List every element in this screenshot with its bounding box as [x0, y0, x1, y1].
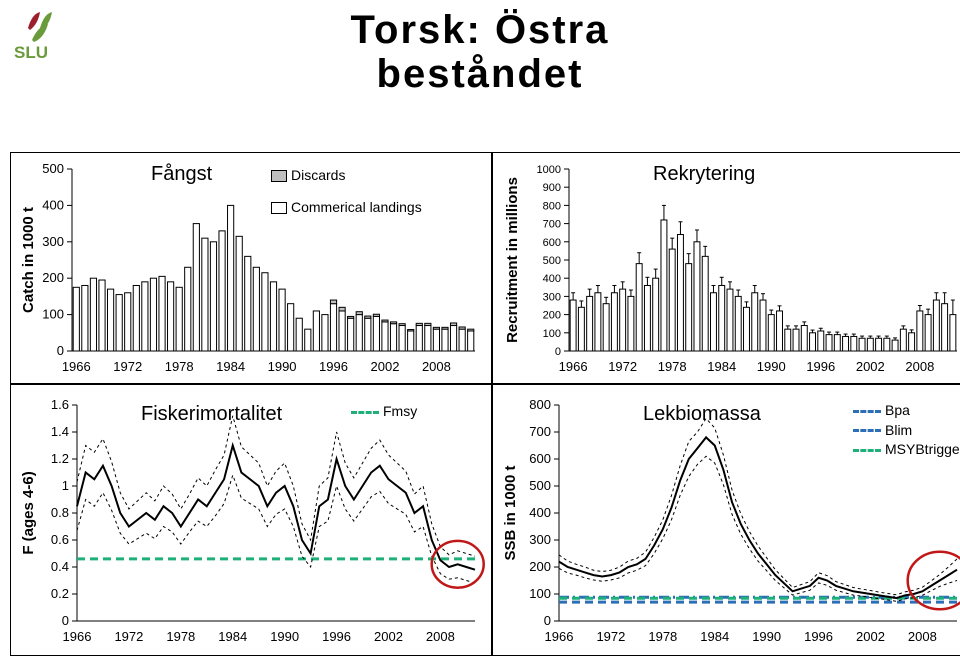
svg-text:800: 800: [529, 397, 551, 412]
svg-text:Catch in 1000 t: Catch in 1000 t: [20, 207, 37, 313]
svg-text:1996: 1996: [319, 359, 348, 374]
panel-f: 0 0.2 0.4 0.6 0.8 1 1.2 1.4 1.6 1966 1972 1978 1984 1…: [10, 384, 492, 656]
svg-text:2002: 2002: [371, 359, 400, 374]
svg-text:1.6: 1.6: [51, 397, 69, 412]
legend-discards: Discards: [271, 167, 345, 183]
svg-text:600: 600: [543, 237, 561, 249]
svg-text:0: 0: [62, 613, 69, 628]
ssb-title: Lekbiomassa: [643, 403, 761, 426]
svg-text:400: 400: [42, 197, 64, 212]
svg-text:1984: 1984: [700, 629, 729, 644]
svg-text:1.4: 1.4: [51, 424, 69, 439]
svg-text:1972: 1972: [596, 629, 625, 644]
svg-text:200: 200: [529, 559, 551, 574]
svg-text:1966: 1966: [62, 359, 91, 374]
svg-text:300: 300: [42, 234, 64, 249]
svg-text:0.8: 0.8: [51, 505, 69, 520]
page-title: Torsk: Östra beståndet: [0, 8, 960, 96]
panel-catch: 0 100 200 300 400 500 1966 1972 1978 1984 1990 1996…: [10, 152, 492, 384]
svg-text:1990: 1990: [270, 629, 299, 644]
catch-title: Fångst: [151, 163, 212, 186]
legend-landings: Commerical landings: [271, 199, 422, 215]
svg-text:100: 100: [543, 328, 561, 340]
svg-text:1990: 1990: [752, 629, 781, 644]
svg-text:Recruitment in millions: Recruitment in millions: [504, 177, 521, 343]
svg-text:2002: 2002: [856, 629, 885, 644]
svg-text:2002: 2002: [856, 359, 885, 374]
title-line-2: beståndet: [0, 52, 960, 96]
svg-text:800: 800: [543, 200, 561, 212]
svg-text:200: 200: [543, 310, 561, 322]
svg-text:1984: 1984: [218, 629, 247, 644]
svg-text:2008: 2008: [905, 359, 934, 374]
svg-text:1978: 1978: [648, 629, 677, 644]
svg-text:1978: 1978: [658, 359, 687, 374]
svg-text:1972: 1972: [114, 629, 143, 644]
svg-text:2002: 2002: [374, 629, 403, 644]
svg-text:1996: 1996: [806, 359, 835, 374]
svg-text:300: 300: [529, 532, 551, 547]
svg-text:900: 900: [543, 182, 561, 194]
svg-text:1984: 1984: [707, 359, 736, 374]
svg-text:1978: 1978: [165, 359, 194, 374]
rec-title: Rekrytering: [653, 163, 755, 186]
svg-text:2008: 2008: [426, 629, 455, 644]
legend-ssb: Bpa Blim MSYBtrigger: [853, 401, 960, 460]
svg-text:1966: 1966: [559, 359, 588, 374]
panel-ssb: 0 100 200 300 400 500 600 700 800 1966 1972 1978 198…: [492, 384, 960, 656]
svg-text:1: 1: [62, 478, 69, 493]
svg-text:1996: 1996: [804, 629, 833, 644]
svg-text:1972: 1972: [608, 359, 637, 374]
panel-recruitment: 0 100 200 300 400 500 600 700 800 900 1000 1966 1972…: [492, 152, 960, 384]
legend-fmsy: Fmsy: [351, 403, 417, 419]
title-line-1: Torsk: Östra: [0, 8, 960, 52]
chart-grid: 0100200300400500196619721978198419901996…: [10, 152, 950, 656]
svg-text:500: 500: [42, 161, 64, 176]
svg-text:400: 400: [543, 273, 561, 285]
svg-text:1990: 1990: [757, 359, 786, 374]
svg-text:0.4: 0.4: [51, 559, 69, 574]
svg-text:1984: 1984: [216, 359, 245, 374]
svg-text:500: 500: [543, 255, 561, 267]
svg-text:100: 100: [42, 307, 64, 322]
svg-text:0: 0: [57, 343, 64, 358]
svg-text:200: 200: [42, 270, 64, 285]
svg-text:400: 400: [529, 505, 551, 520]
svg-text:0: 0: [555, 346, 561, 358]
svg-text:700: 700: [529, 424, 551, 439]
svg-text:0: 0: [544, 613, 551, 628]
svg-text:0.6: 0.6: [51, 532, 69, 547]
svg-text:500: 500: [529, 478, 551, 493]
svg-text:1.2: 1.2: [51, 451, 69, 466]
svg-text:1996: 1996: [322, 629, 351, 644]
svg-text:1972: 1972: [113, 359, 142, 374]
svg-text:1990: 1990: [268, 359, 297, 374]
svg-text:600: 600: [529, 451, 551, 466]
svg-text:700: 700: [543, 219, 561, 231]
svg-text:300: 300: [543, 291, 561, 303]
svg-text:F (ages 4-6): F (ages 4-6): [20, 471, 37, 554]
svg-text:0.2: 0.2: [51, 586, 69, 601]
svg-text:2008: 2008: [422, 359, 451, 374]
svg-text:2008: 2008: [908, 629, 937, 644]
svg-text:SSB in 1000 t: SSB in 1000 t: [502, 465, 519, 560]
svg-text:1978: 1978: [166, 629, 195, 644]
svg-text:100: 100: [529, 586, 551, 601]
svg-text:1966: 1966: [545, 629, 574, 644]
f-title: Fiskerimortalitet: [141, 403, 282, 426]
svg-text:1966: 1966: [63, 629, 92, 644]
svg-text:1000: 1000: [537, 164, 561, 176]
